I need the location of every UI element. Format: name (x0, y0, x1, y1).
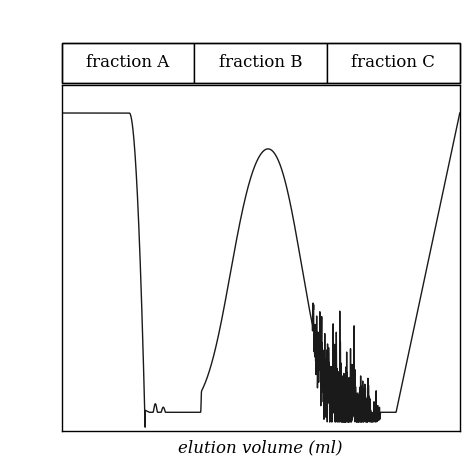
Text: fraction B: fraction B (219, 55, 302, 71)
X-axis label: elution volume (ml): elution volume (ml) (178, 440, 343, 456)
Text: fraction C: fraction C (352, 55, 435, 71)
Text: fraction A: fraction A (86, 55, 170, 71)
